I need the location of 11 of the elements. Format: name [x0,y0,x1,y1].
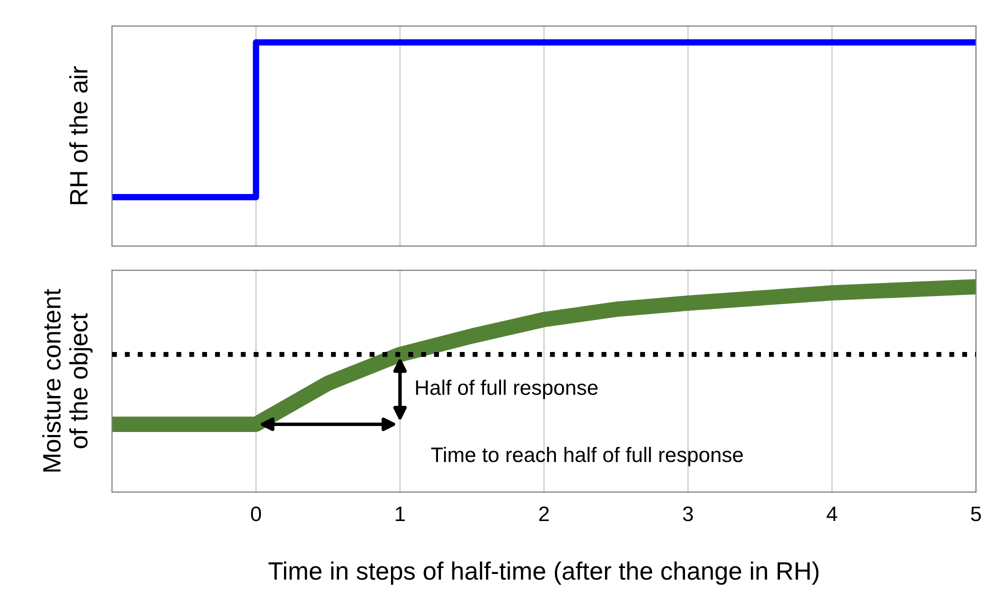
x-tick-label: 4 [826,506,838,522]
x-tick-label: 0 [251,506,261,522]
y-axis-title: RH of the air [69,66,88,204]
x-tick-label: 3 [683,506,693,522]
x-axis-title: Time in steps of half-time (after the change in RH) [268,561,818,585]
annotation: Half of full response [416,380,598,400]
x-tick-label: 5 [971,506,981,522]
x-tick-label: 2 [539,506,549,522]
x-tick-label: 1 [396,506,405,522]
y-axis-title: Moisture content of the object [42,288,93,472]
annotation: Time to reach half of full response [431,446,743,466]
